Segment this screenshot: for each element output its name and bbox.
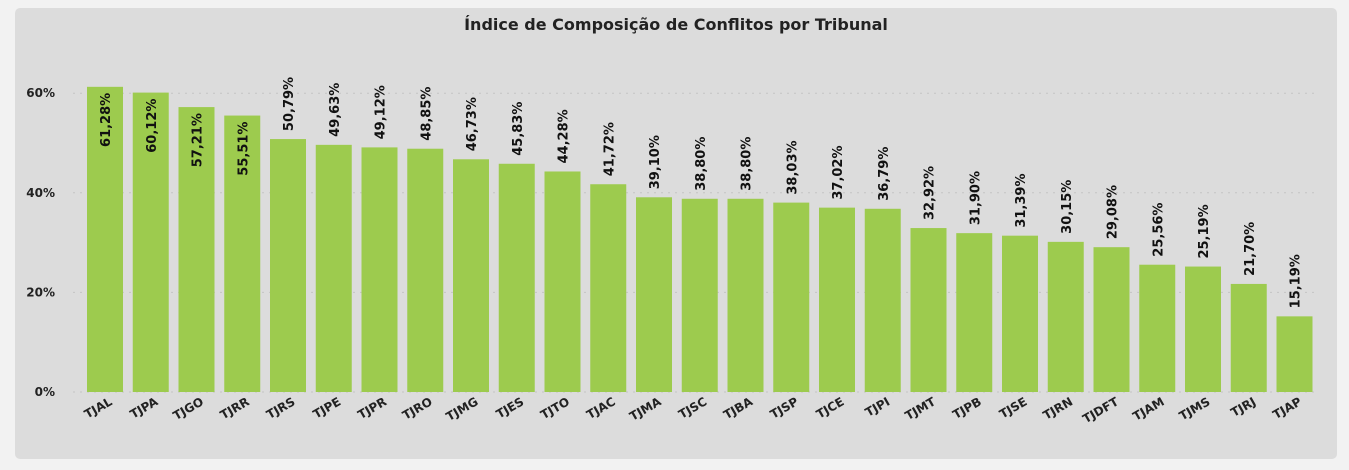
x-tick-label: TJSE bbox=[997, 394, 1030, 421]
data-label: 61,28% bbox=[99, 93, 114, 147]
y-axis: 0% 20% 40% 60% bbox=[26, 86, 55, 399]
bar-tjdft bbox=[1093, 247, 1130, 392]
data-label: 39,10% bbox=[648, 135, 663, 189]
x-tick-label: TJES bbox=[494, 394, 527, 421]
data-label: 25,56% bbox=[1151, 203, 1166, 257]
x-tick-label: TJSP bbox=[768, 394, 801, 421]
data-label: 49,63% bbox=[328, 83, 343, 137]
data-label: 36,79% bbox=[877, 147, 892, 201]
x-tick-label: TJAM bbox=[1130, 394, 1166, 423]
x-tick-label: TJMT bbox=[903, 394, 939, 423]
data-label: 45,83% bbox=[511, 102, 526, 156]
data-label: 44,28% bbox=[557, 109, 572, 163]
x-tick-label: TJAP bbox=[1270, 394, 1304, 422]
x-tick-label: TJAC bbox=[584, 394, 618, 422]
y-tick-label: 60% bbox=[26, 86, 55, 100]
bar-tjmg bbox=[453, 159, 489, 392]
bar-tjce bbox=[819, 207, 855, 392]
data-label: 15,19% bbox=[1289, 254, 1304, 308]
bar-tjrs bbox=[270, 139, 306, 392]
data-label: 25,19% bbox=[1197, 204, 1212, 258]
x-tick-label: TJTO bbox=[538, 394, 572, 422]
bar-tjal bbox=[87, 86, 123, 393]
x-tick-label: TJSC bbox=[676, 394, 709, 421]
x-tick-label: TJPA bbox=[128, 394, 161, 421]
x-axis: TJAL TJPA TJGO TJRR TJRS TJPE TJPR TJRO TJMG TJES… bbox=[82, 394, 1304, 426]
bars bbox=[87, 86, 1313, 393]
data-label: 38,03% bbox=[785, 140, 800, 194]
bar-tjpa bbox=[132, 92, 169, 392]
y-tick-label: 0% bbox=[35, 385, 55, 399]
bar-tjms bbox=[1185, 266, 1221, 392]
data-label: 30,15% bbox=[1060, 180, 1075, 234]
data-label: 29,08% bbox=[1106, 185, 1121, 239]
x-tick-label: TJAL bbox=[82, 394, 115, 421]
bar-tjse bbox=[1002, 235, 1038, 392]
x-tick-label: TJPB bbox=[950, 394, 983, 421]
bar-tjto bbox=[544, 171, 581, 392]
data-labels: 61,28% 60,12% 57,21% 55,51% 50,79% 49,63% 49,1… bbox=[99, 77, 1304, 308]
data-label: 31,39% bbox=[1014, 174, 1029, 228]
data-label: 38,80% bbox=[740, 137, 755, 191]
data-label: 48,85% bbox=[419, 87, 434, 141]
bar-tjes bbox=[498, 163, 535, 392]
bar-tjpr bbox=[361, 147, 398, 392]
bar-tjma bbox=[636, 197, 672, 392]
data-label: 55,51% bbox=[236, 122, 251, 176]
x-tick-label: TJDFT bbox=[1080, 394, 1121, 426]
data-label: 41,72% bbox=[602, 122, 617, 176]
x-tick-label: TJPR bbox=[355, 394, 389, 421]
bar-tjpb bbox=[956, 233, 993, 392]
x-tick-label: TJMA bbox=[627, 394, 664, 423]
chart-panel: Índice de Composição de Conflitos por Tr… bbox=[15, 8, 1337, 459]
data-label: 31,90% bbox=[968, 171, 983, 225]
x-tick-label: TJMG bbox=[444, 394, 481, 423]
x-tick-label: TJRS bbox=[264, 394, 297, 421]
x-tick-label: TJMS bbox=[1177, 394, 1213, 423]
data-label: 21,70% bbox=[1243, 222, 1258, 276]
bar-tjmt bbox=[910, 228, 947, 392]
x-tick-label: TJRJ bbox=[1228, 394, 1258, 419]
x-tick-label: TJCE bbox=[814, 394, 847, 421]
data-label: 57,21% bbox=[191, 113, 206, 167]
x-tick-label: TJRR bbox=[218, 394, 252, 422]
x-tick-label: TJBA bbox=[721, 394, 756, 422]
x-tick-label: TJPI bbox=[863, 394, 892, 419]
bar-tjrn bbox=[1047, 241, 1084, 392]
x-tick-label: TJGO bbox=[171, 394, 206, 422]
bar-tjrj bbox=[1230, 283, 1267, 392]
y-tick-label: 40% bbox=[26, 186, 55, 200]
chart-title: Índice de Composição de Conflitos por Tr… bbox=[464, 15, 888, 34]
bar-tjsc bbox=[681, 198, 718, 392]
data-label: 32,92% bbox=[923, 166, 938, 220]
bar-tjgo bbox=[178, 107, 215, 392]
bar-tjac bbox=[590, 184, 627, 392]
data-label: 50,79% bbox=[282, 77, 297, 131]
x-tick-label: TJPE bbox=[311, 394, 344, 421]
bar-chart: 0% 20% 40% 60% 61,28% 60,12% 57,21% 55,51% 50,7… bbox=[26, 77, 1315, 426]
bar-tjro bbox=[407, 148, 444, 392]
bar-tjam bbox=[1139, 264, 1176, 392]
data-label: 49,12% bbox=[374, 85, 389, 139]
data-label: 60,12% bbox=[145, 99, 160, 153]
y-tick-label: 20% bbox=[26, 285, 55, 299]
bar-tjrr bbox=[224, 115, 261, 392]
bar-tjpe bbox=[315, 144, 352, 392]
bar-tjba bbox=[727, 198, 764, 392]
x-tick-label: TJRO bbox=[400, 394, 435, 422]
bar-tjsp bbox=[773, 202, 810, 392]
data-label: 46,73% bbox=[465, 97, 480, 151]
bar-tjpi bbox=[864, 208, 901, 392]
data-label: 37,02% bbox=[831, 145, 846, 199]
bar-tjap bbox=[1276, 316, 1313, 392]
x-tick-label: TJRN bbox=[1041, 394, 1076, 422]
data-label: 38,80% bbox=[694, 137, 709, 191]
